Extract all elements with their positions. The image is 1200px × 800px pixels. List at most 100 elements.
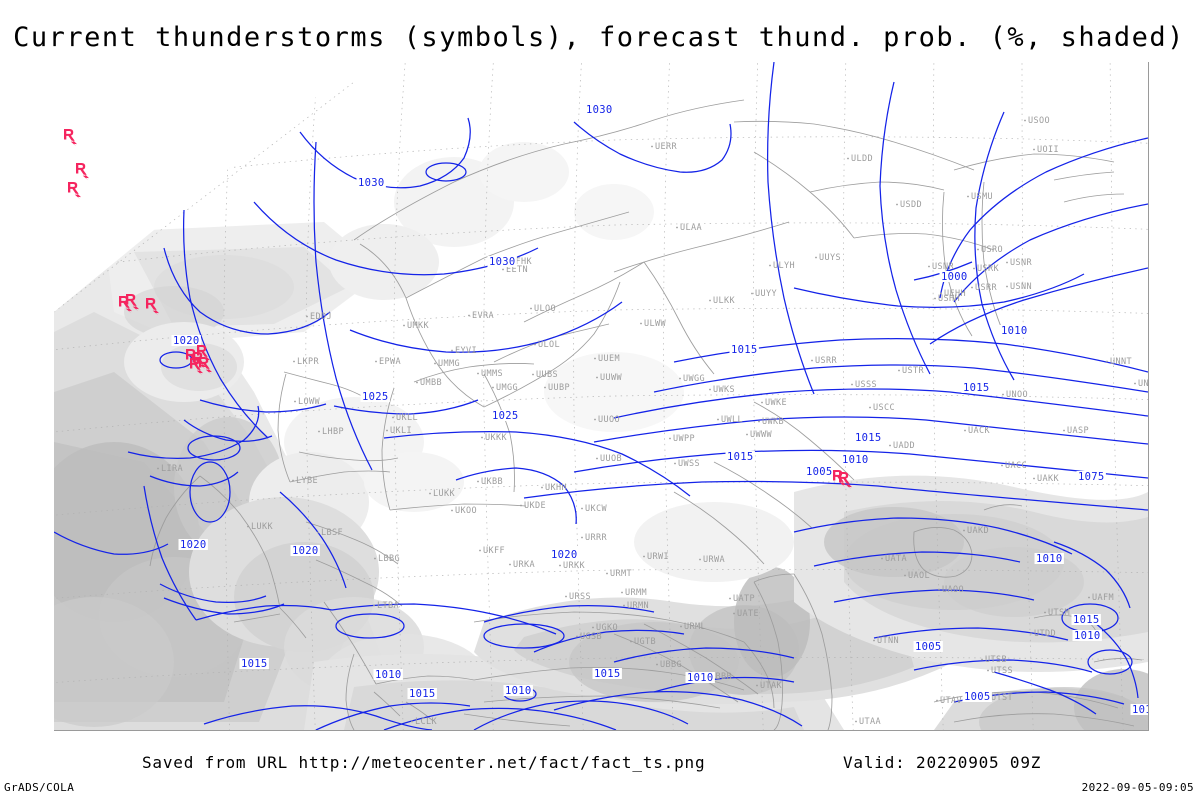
map-canvas[interactable]: EDDJ LKPR LOWW LHBP EPWA UMKK EYVI UMMG UMBB UMMS… [54,62,1149,731]
svg-text:UWGG: UWGG [683,374,705,384]
svg-text:LYBE: LYBE [296,476,318,486]
isobar-label: 1000 [939,271,969,283]
svg-text:UACK: UACK [968,426,991,436]
svg-text:UERR: UERR [655,142,678,152]
svg-text:USTR: USTR [902,366,925,376]
station-label: UOII [1033,145,1059,155]
isobar-label: 1025 [360,391,390,403]
svg-text:ULKK: ULKK [713,296,736,306]
station-label: UTAV [936,696,962,706]
station-label: UBBG [656,660,682,670]
isobar-label: 1015 [725,451,755,463]
svg-text:1030: 1030 [358,177,385,189]
svg-text:USHH: USHH [938,294,960,304]
station-label: UAFM [1088,593,1114,603]
isobar-label: 1015 [239,658,269,670]
thunderstorm-symbol[interactable] [199,357,213,375]
svg-text:USNR: USNR [1010,258,1033,268]
svg-text:1010: 1010 [1001,325,1028,337]
station-label: ULYH [769,261,795,271]
station-label: UATP [729,594,755,604]
svg-text:UBBG: UBBG [660,660,682,670]
projection-corner-mask [54,62,359,312]
station-label: UACK [964,426,990,436]
isobar-label: 1015 [1071,614,1101,626]
svg-text:USNR: USNR [932,262,955,272]
svg-text:USMU: USMU [971,192,993,202]
isobar-label: 1010 [999,325,1029,337]
thunderstorm-symbol[interactable] [68,182,82,200]
thunderstorm-symbol[interactable] [64,129,78,147]
station-label: LTBA [373,601,399,611]
svg-text:USRK: USRK [977,264,1000,274]
svg-text:UATA: UATA [885,554,907,564]
svg-text:UKLI: UKLI [390,426,412,436]
svg-text:UOII: UOII [1037,145,1059,155]
station-label: UGSB [576,632,602,642]
station-label: UUBP [544,383,570,393]
station-label: UWKE [761,398,787,408]
svg-text:UTAK: UTAK [760,681,783,691]
station-label: UAOO [938,585,964,595]
thunderstorm-symbol[interactable] [126,294,140,312]
station-label: EPWA [375,357,401,367]
station-label: URWA [699,555,725,565]
station-label: URMN [623,601,649,611]
svg-text:LHBP: LHBP [322,427,344,437]
thunderstorm-symbols[interactable] [64,129,853,490]
svg-text:UUBP: UUBP [548,383,570,393]
svg-text:LTBA: LTBA [377,601,399,611]
svg-text:UBBB: UBBB [710,672,732,682]
grads-credit: GrADS/COLA [4,781,75,794]
station-label: LOWW [294,397,320,407]
svg-text:USNN: USNN [1010,282,1032,292]
station-label: ULKK [709,296,735,306]
svg-text:1005: 1005 [915,641,942,653]
svg-text:1015: 1015 [727,451,754,463]
svg-text:1010: 1010 [842,454,869,466]
svg-text:UMMS: UMMS [481,369,503,379]
station-label: UGTB [630,637,656,647]
station-label: UATE [733,609,759,619]
svg-text:UMKK: UMKK [407,321,430,331]
station-label: LHBP [318,427,344,437]
svg-text:UGTB: UGTB [634,637,656,647]
isobar-label: 1015 [729,344,759,356]
svg-text:UATE: UATE [737,609,759,619]
svg-text:UAOL: UAOL [908,571,930,581]
isobar-label: 1010 [503,685,533,697]
thunderstorm-symbol[interactable] [190,358,204,376]
station-label: UMGG [492,383,518,393]
station-label: UNOO [1002,390,1028,400]
svg-text:1025: 1025 [492,410,519,422]
valid-time-text: Valid: 20220905 09Z [843,753,1042,772]
thunderstorm-symbol[interactable] [839,472,853,490]
svg-text:1020: 1020 [551,549,578,561]
station-label: UACC [1001,461,1027,471]
thunderstorm-symbol[interactable] [146,298,160,316]
station-label: USTR [898,366,924,376]
svg-text:UKDE: UKDE [524,501,546,511]
isobar-label: 1030 [487,256,517,268]
thunderstorm-symbol[interactable] [76,163,90,181]
station-label: UADD [889,441,915,451]
station-label: UKDE [520,501,546,511]
station-label: USRK [973,264,999,274]
station-label: URSS [565,592,591,602]
isobar-label: 1010 [1072,630,1102,642]
thunderstorm-symbol[interactable] [197,345,211,363]
station-label: UTDD [1030,629,1056,639]
station-label: UUEM [594,354,620,364]
svg-text:UTDD: UTDD [1034,629,1056,639]
svg-text:UNNT: UNNT [1110,357,1132,367]
station-label: USMU [967,192,993,202]
svg-text:ULWW: ULWW [644,319,667,329]
svg-text:1015: 1015 [731,344,758,356]
svg-text:EYVI: EYVI [455,346,477,356]
svg-text:UUBS: UUBS [536,370,558,380]
svg-text:UWPP: UWPP [673,434,695,444]
station-label: UMMS [477,369,503,379]
station-label: URWI [643,552,669,562]
station-label: USNR [1006,258,1032,268]
source-url-text: Saved from URL http://meteocenter.net/fa… [142,753,706,772]
